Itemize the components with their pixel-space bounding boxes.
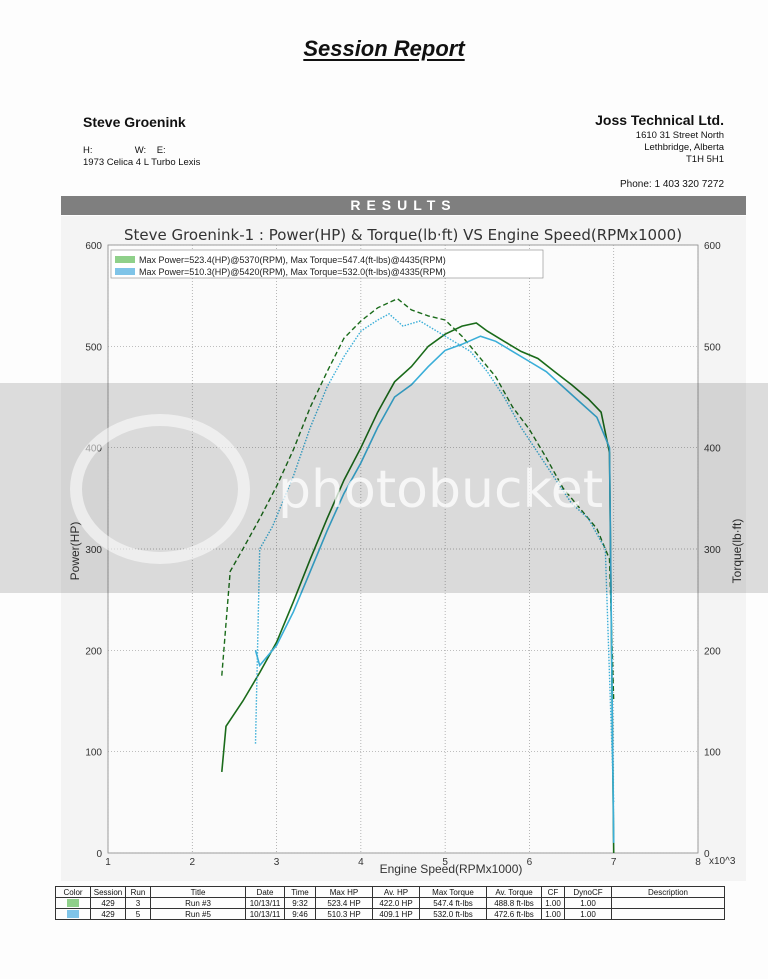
- client-name: Steve Groenink: [83, 114, 186, 130]
- x-tick-label: 8: [695, 857, 701, 868]
- table-header-cell: Av. HP: [372, 886, 420, 898]
- color-swatch: [67, 910, 79, 919]
- table-header-cell: DynoCF: [564, 886, 612, 898]
- x-tick-label: 7: [611, 857, 617, 868]
- x-axis-label: Engine Speed(RPMx1000): [380, 862, 523, 876]
- table-cell: Run #3: [150, 897, 246, 909]
- table-header-cell: Time: [284, 886, 316, 898]
- color-cell: [55, 908, 91, 920]
- table-cell: 1.00: [564, 897, 612, 909]
- watermark-text: photobucket: [278, 460, 604, 520]
- client-phone-line: H: W: E:: [83, 145, 166, 156]
- table-cell: 10/13/11: [245, 908, 285, 920]
- company-block: Joss Technical Ltd. 1610 31 Street North…: [595, 112, 724, 166]
- y2-tick-label: 600: [704, 241, 721, 252]
- table-header-cell: Av. Torque: [486, 886, 542, 898]
- table-header-cell: CF: [541, 886, 565, 898]
- table-cell: 429: [90, 908, 126, 920]
- y2-tick-label: 500: [704, 342, 721, 353]
- y2-tick-label: 400: [704, 444, 721, 455]
- table-cell: 1.00: [541, 908, 565, 920]
- report-title: Session Report: [303, 36, 465, 61]
- table-cell: 523.4 HP: [315, 897, 373, 909]
- x-tick-label: 3: [274, 857, 280, 868]
- table-cell: 1.00: [541, 897, 565, 909]
- table-header-cell: Date: [245, 886, 285, 898]
- y2-tick-label: 0: [704, 849, 710, 860]
- table-cell: 547.4 ft-lbs: [419, 897, 487, 909]
- table-header-cell: Max Torque: [419, 886, 487, 898]
- table-cell: [611, 897, 725, 909]
- table-cell: 409.1 HP: [372, 908, 420, 920]
- x-axis-multiplier: x10^3: [709, 856, 736, 867]
- y-tick-label: 300: [85, 545, 102, 556]
- table-cell: Run #5: [150, 908, 246, 920]
- table-cell: 9:46: [284, 908, 316, 920]
- series-line-run-5-power: [254, 335, 615, 843]
- table-cell: 9:32: [284, 897, 316, 909]
- client-vehicle: 1973 Celica 4 L Turbo Lexis: [83, 157, 201, 168]
- x-tick-label: 4: [358, 857, 364, 868]
- x-tick-label: 5: [442, 857, 448, 868]
- y2-axis-label: Torque(lb·ft): [730, 519, 744, 584]
- table-cell: 488.8 ft-lbs: [486, 897, 542, 909]
- legend-box: [110, 249, 544, 279]
- table-row: 429 3 Run #3 10/13/11 9:32 523.4 HP 422.0 HP 54…: [55, 897, 725, 909]
- color-cell: [55, 897, 91, 909]
- table-cell: 3: [125, 897, 151, 909]
- chart-title: Steve Groenink-1 : Power(HP) & Torque(lb…: [124, 226, 682, 244]
- table-cell: 429: [90, 897, 126, 909]
- y-tick-label: 600: [85, 241, 102, 252]
- table-cell: 5: [125, 908, 151, 920]
- table-header-cell: Session: [90, 886, 126, 898]
- watermark-logo-icon: [70, 414, 250, 564]
- table-header-cell: Color: [55, 886, 91, 898]
- y-tick-label: 0: [96, 849, 102, 860]
- y-tick-label: 200: [85, 646, 102, 657]
- legend-swatch: [115, 268, 135, 275]
- series-line-run-3-power: [221, 322, 615, 854]
- x-tick-label: 1: [105, 857, 111, 868]
- y-tick-label: 500: [85, 342, 102, 353]
- table-cell: 472.6 ft-lbs: [486, 908, 542, 920]
- table-body: 429 3 Run #3 10/13/11 9:32 523.4 HP 422.0 HP 54…: [55, 897, 725, 920]
- legend-entry: Max Power=510.3(HP)@5420(RPM), Max Torqu…: [139, 267, 446, 277]
- color-swatch: [67, 899, 79, 908]
- table-header-cell: Max HP: [315, 886, 373, 898]
- series-line-run-5-torque: [254, 313, 615, 803]
- x-tick-label: 2: [190, 857, 196, 868]
- results-bar: RESULTS: [61, 196, 746, 215]
- summary-table: Color Session Run Title Date Time Max HP Av. HP…: [55, 886, 725, 920]
- table-cell: 10/13/11: [245, 897, 285, 909]
- legend: Max Power=523.4(HP)@5370(RPM), Max Torqu…: [110, 249, 544, 279]
- series-group: [221, 297, 615, 854]
- table-header-cell: Description: [611, 886, 725, 898]
- y-axis-label: Power(HP): [68, 522, 82, 581]
- table-header-row: Color Session Run Title Date Time Max HP Av. HP…: [55, 886, 725, 898]
- y-tick-label: 100: [85, 748, 102, 759]
- company-name: Joss Technical Ltd.: [595, 112, 724, 128]
- company-address-line-3: T1H 5H1: [685, 154, 724, 165]
- table-cell: 422.0 HP: [372, 897, 420, 909]
- table-header-cell: Title: [150, 886, 246, 898]
- y2-tick-label: 300: [704, 545, 721, 556]
- table-cell: 510.3 HP: [315, 908, 373, 920]
- company-address-line-2: Lethbridge, Alberta: [644, 142, 724, 153]
- table-row: 429 5 Run #5 10/13/11 9:46 510.3 HP 409.1 HP 53…: [55, 908, 725, 920]
- company-address-line-1: 1610 31 Street North: [635, 130, 724, 141]
- table-cell: 1.00: [564, 908, 612, 920]
- series-line-run-3-torque: [221, 297, 615, 702]
- legend-swatch: [115, 256, 135, 263]
- table-header-cell: Run: [125, 886, 151, 898]
- company-phone: Phone: 1 403 320 7272: [620, 179, 724, 190]
- y2-tick-label: 100: [704, 748, 721, 759]
- x-tick-label: 6: [527, 857, 533, 868]
- table-cell: 532.0 ft-lbs: [419, 908, 487, 920]
- y2-tick-label: 200: [704, 646, 721, 657]
- table-cell: [611, 908, 725, 920]
- legend-entry: Max Power=523.4(HP)@5370(RPM), Max Torqu…: [139, 255, 446, 265]
